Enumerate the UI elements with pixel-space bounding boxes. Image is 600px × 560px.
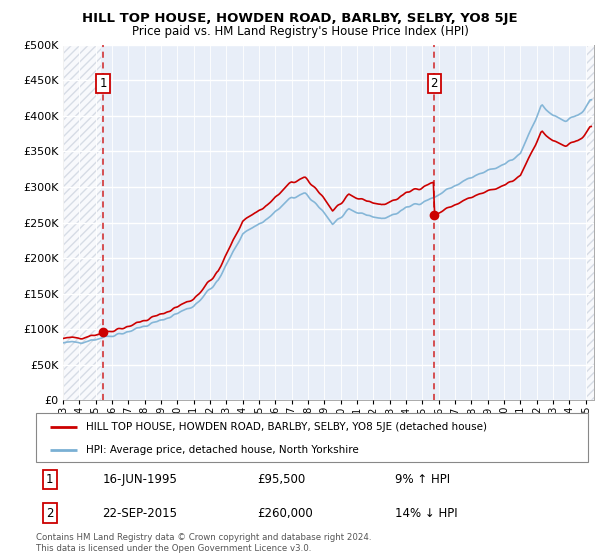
Text: 1: 1 (100, 77, 107, 90)
Text: £95,500: £95,500 (257, 473, 305, 486)
Text: 16-JUN-1995: 16-JUN-1995 (102, 473, 177, 486)
Text: £260,000: £260,000 (257, 507, 313, 520)
Text: 14% ↓ HPI: 14% ↓ HPI (395, 507, 457, 520)
Bar (587, 45, 596, 400)
Text: Contains HM Land Registry data © Crown copyright and database right 2024.
This d: Contains HM Land Registry data © Crown c… (36, 533, 371, 553)
Text: HILL TOP HOUSE, HOWDEN ROAD, BARLBY, SELBY, YO8 5JE: HILL TOP HOUSE, HOWDEN ROAD, BARLBY, SEL… (82, 12, 518, 25)
Text: Price paid vs. HM Land Registry's House Price Index (HPI): Price paid vs. HM Land Registry's House … (131, 25, 469, 38)
Text: HILL TOP HOUSE, HOWDEN ROAD, BARLBY, SELBY, YO8 5JE (detached house): HILL TOP HOUSE, HOWDEN ROAD, BARLBY, SEL… (86, 422, 487, 432)
Text: 2: 2 (430, 77, 438, 90)
Text: 22-SEP-2015: 22-SEP-2015 (102, 507, 177, 520)
Text: 9% ↑ HPI: 9% ↑ HPI (395, 473, 450, 486)
FancyBboxPatch shape (36, 413, 588, 462)
Text: 2: 2 (46, 507, 53, 520)
Text: 1: 1 (46, 473, 53, 486)
Bar (63, 45, 101, 400)
Text: HPI: Average price, detached house, North Yorkshire: HPI: Average price, detached house, Nort… (86, 445, 358, 455)
